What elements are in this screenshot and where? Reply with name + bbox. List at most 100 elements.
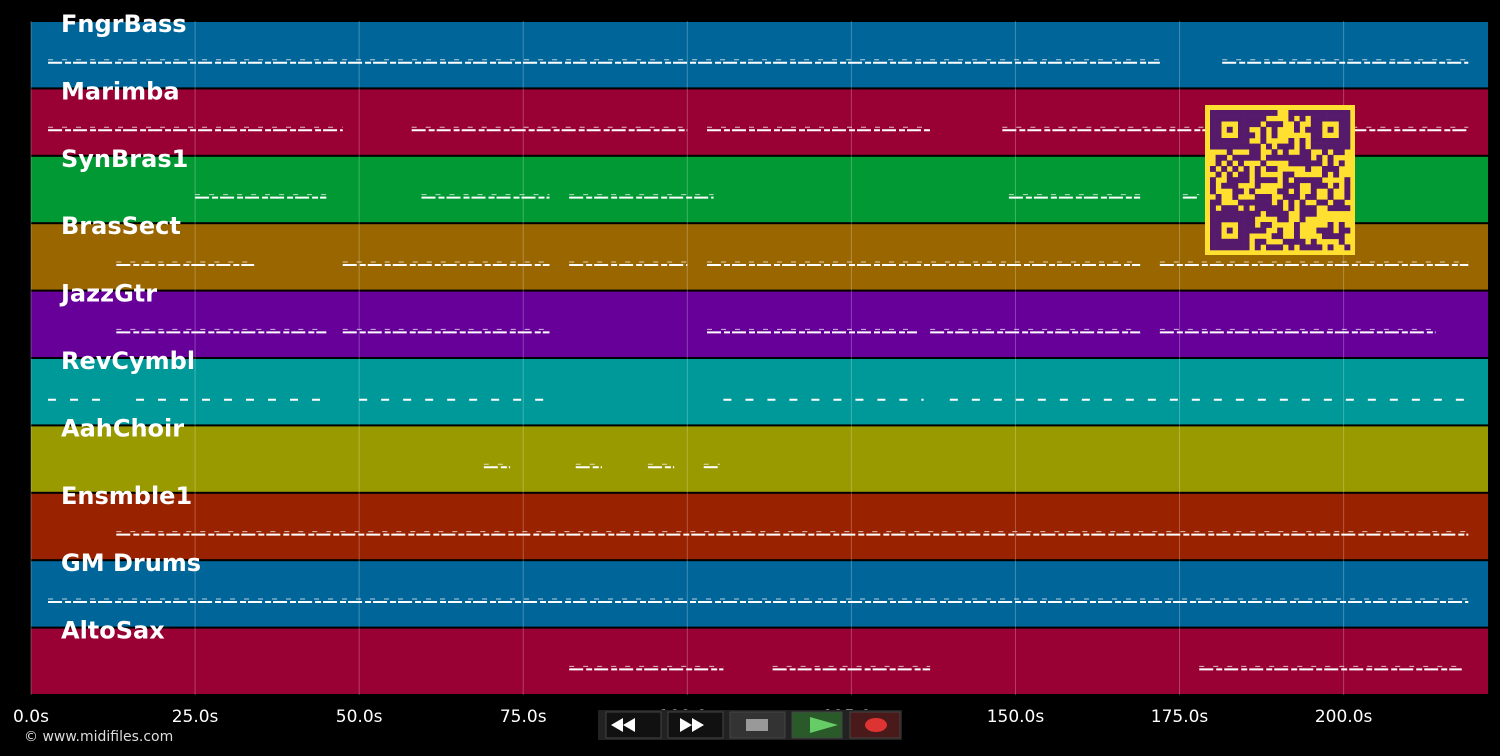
qr-module xyxy=(1210,222,1216,228)
qr-module xyxy=(1322,182,1328,189)
play-button[interactable] xyxy=(791,711,843,739)
qr-module xyxy=(1238,210,1244,217)
qr-module xyxy=(1305,205,1312,212)
qr-module xyxy=(1327,227,1334,234)
qr-module xyxy=(1327,110,1334,116)
qr-module xyxy=(1271,126,1278,133)
qr-module xyxy=(1322,166,1328,172)
qr-module xyxy=(1294,194,1300,200)
qr-module xyxy=(1333,115,1340,122)
qr-module xyxy=(1316,121,1323,128)
x-tick-label: 25.0s xyxy=(172,707,219,727)
qr-module xyxy=(1316,143,1323,150)
qr-module xyxy=(1294,154,1300,161)
qr-module xyxy=(1310,188,1317,195)
qr-module xyxy=(1282,171,1289,178)
qr-module xyxy=(1327,205,1334,212)
qr-module xyxy=(1338,110,1345,116)
qr-module xyxy=(1327,194,1334,200)
qr-module xyxy=(1338,121,1345,128)
rewind-button[interactable] xyxy=(605,711,662,739)
qr-module xyxy=(1294,233,1300,240)
record-button[interactable] xyxy=(849,711,901,739)
qr-module xyxy=(1238,244,1244,251)
qr-module xyxy=(1243,115,1250,122)
qr-module xyxy=(1288,205,1295,212)
qr-module xyxy=(1288,154,1295,161)
qr-module xyxy=(1226,216,1233,223)
qr-module xyxy=(1288,244,1295,251)
qr-module xyxy=(1238,115,1244,122)
qr-module xyxy=(1210,138,1216,144)
x-tick-label: 200.0s xyxy=(1315,707,1373,727)
qr-module xyxy=(1249,143,1256,150)
qr-module xyxy=(1305,110,1312,116)
qr-module xyxy=(1215,160,1222,167)
qr-module xyxy=(1249,121,1256,128)
qr-module xyxy=(1322,110,1328,116)
qr-module xyxy=(1210,210,1216,217)
qr-module xyxy=(1327,166,1334,172)
qr-module xyxy=(1221,244,1228,251)
qr-module xyxy=(1322,171,1328,178)
qr-module xyxy=(1249,115,1256,122)
qr-module xyxy=(1210,166,1216,172)
qr-module xyxy=(1344,182,1351,189)
qr-module xyxy=(1210,143,1216,150)
qr-module xyxy=(1254,166,1261,172)
track-lane xyxy=(31,561,1488,627)
qr-module xyxy=(1238,177,1244,184)
qr-module xyxy=(1299,244,1306,251)
qr-module xyxy=(1338,138,1345,144)
qr-module xyxy=(1238,121,1244,128)
forward-button[interactable] xyxy=(667,711,724,739)
stop-button[interactable] xyxy=(729,711,786,739)
qr-module xyxy=(1271,149,1278,156)
qr-module xyxy=(1271,177,1278,184)
qr-module xyxy=(1226,177,1233,184)
track-name: AltoSax xyxy=(61,617,165,645)
qr-module xyxy=(1333,166,1340,172)
qr-module xyxy=(1243,126,1250,133)
qr-module xyxy=(1215,194,1222,200)
qr-module xyxy=(1327,154,1334,161)
qr-module xyxy=(1344,138,1351,144)
track-name: Ensmble1 xyxy=(61,482,192,510)
copyright: © www.midifiles.com xyxy=(24,729,173,745)
qr-module xyxy=(1215,154,1222,161)
qr-module xyxy=(1210,132,1216,139)
qr-module xyxy=(1266,222,1272,228)
qr-module xyxy=(1282,177,1289,184)
qr-module xyxy=(1232,244,1239,251)
qr-module xyxy=(1282,194,1289,200)
qr-module xyxy=(1288,110,1295,116)
qr-module xyxy=(1344,126,1351,133)
qr-module xyxy=(1210,115,1216,122)
qr-module xyxy=(1238,199,1244,206)
track-name: GM Drums xyxy=(61,549,201,577)
qr-module xyxy=(1277,154,1284,161)
qr-module xyxy=(1238,188,1244,195)
notes xyxy=(48,59,1469,671)
qr-module xyxy=(1277,216,1284,223)
qr-module xyxy=(1243,121,1250,128)
x-tick-label: 50.0s xyxy=(336,707,383,727)
qr-module xyxy=(1210,233,1216,240)
qr-module xyxy=(1299,199,1306,206)
qr-module xyxy=(1344,121,1351,128)
qr-module xyxy=(1344,205,1351,212)
qr-module xyxy=(1243,166,1250,172)
qr-module xyxy=(1266,210,1272,217)
qr-module xyxy=(1238,233,1244,240)
qr-module xyxy=(1226,227,1233,234)
qr-module xyxy=(1344,244,1351,251)
qr-module xyxy=(1254,110,1261,116)
qr-module xyxy=(1226,205,1233,212)
qr-module xyxy=(1260,205,1267,212)
qr-module xyxy=(1305,126,1312,133)
qr-module xyxy=(1243,154,1250,161)
qr-module xyxy=(1254,177,1261,184)
qr-module xyxy=(1215,143,1222,150)
qr-module xyxy=(1232,205,1239,212)
qr-module xyxy=(1243,205,1250,212)
